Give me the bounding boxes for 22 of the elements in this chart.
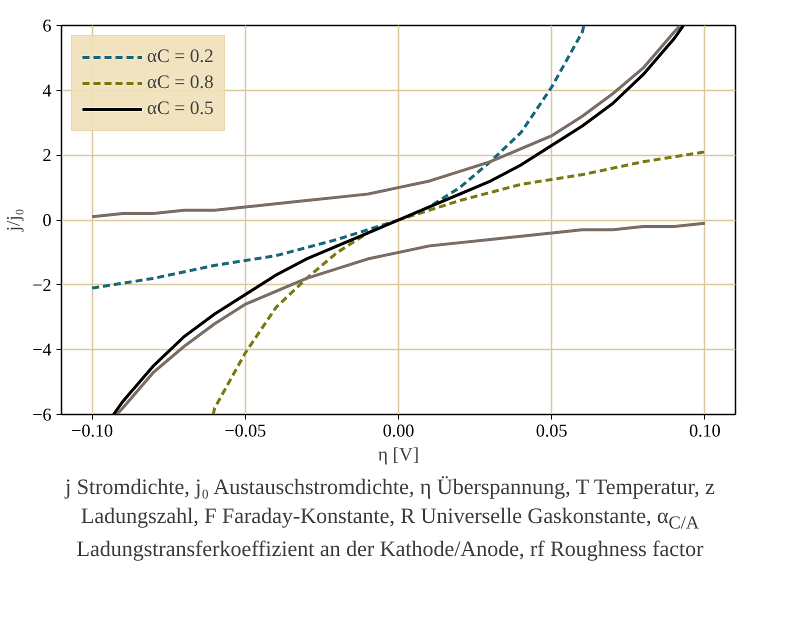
y-tick-label: −6 [32, 404, 52, 424]
x-tick-label: −0.10 [71, 420, 113, 440]
y-tick-label: 4 [42, 80, 52, 100]
legend-label: αC = 0.5 [147, 98, 214, 120]
line-series [115, 222, 706, 414]
line-series [212, 150, 706, 414]
y-tick-label: 0 [42, 210, 52, 230]
x-tick-label: 0.10 [689, 420, 721, 440]
text: j Stromdichte, j₀ Austauschstromdichte, η Überspannung, T Temperatur, z Ladungszahl, F Faraday-Konstante, R Universelle Gaskonstante, α$_{C/A}$ Ladungstransferkoeffizient an der Kathode/Anode, rf Roughness factor [64, 473, 716, 563]
legend-label: αC = 0.2 [147, 46, 214, 68]
legend-label: αC = 0.8 [147, 72, 214, 94]
y-tick-label: −4 [32, 340, 52, 360]
x-tick-label: 0.05 [536, 420, 568, 440]
y-tick-label: 2 [42, 145, 52, 166]
line-series [90, 26, 682, 218]
y-axis-title: j/j₀ [3, 208, 24, 232]
x-tick-label: −0.05 [224, 420, 266, 440]
x-axis-title: η [V] [378, 444, 420, 466]
x-tick-label: 0.00 [382, 420, 414, 440]
y-tick-label: −2 [32, 274, 52, 295]
y-tick-label: 6 [42, 16, 52, 36]
line-series [90, 26, 586, 290]
